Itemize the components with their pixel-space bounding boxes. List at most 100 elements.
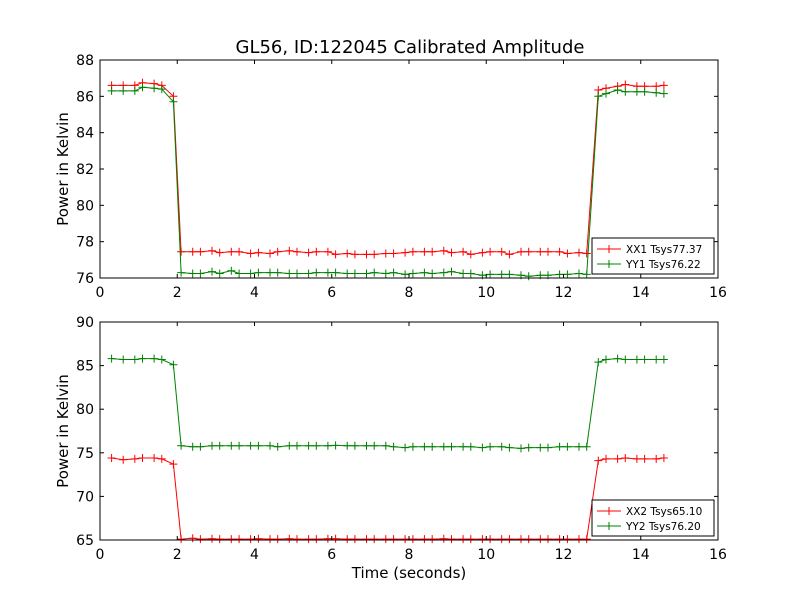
top-data-point	[420, 247, 429, 256]
bottom-x-tick-label: 12	[555, 547, 573, 563]
bottom-data-point	[370, 441, 379, 450]
top-data-point	[227, 266, 236, 275]
top-data-point	[582, 270, 591, 279]
top-data-point	[439, 246, 448, 255]
bottom-data-point	[459, 442, 468, 451]
top-data-point	[312, 247, 321, 256]
top-data-point	[343, 269, 352, 278]
bottom-data-point	[466, 442, 475, 451]
top-data-point	[659, 81, 668, 90]
bottom-data-point	[208, 534, 216, 543]
top-data-point	[304, 248, 313, 257]
top-x-tick-label: 8	[405, 285, 414, 301]
top-x-tick-label: 10	[477, 285, 495, 301]
bottom-data-point	[582, 535, 591, 544]
bottom-data-point	[439, 442, 448, 451]
bottom-data-point	[266, 535, 274, 544]
bottom-data-point	[273, 442, 282, 451]
top-data-point	[466, 250, 475, 259]
bottom-data-point	[138, 454, 147, 462]
top-data-point	[157, 85, 166, 94]
bottom-data-point	[632, 454, 641, 463]
bottom-data-point	[235, 535, 244, 544]
bottom-y-tick-label: 90	[76, 315, 94, 331]
top-data-point	[389, 249, 398, 258]
top-data-point	[177, 247, 186, 256]
bottom-legend: XX2 Tsys65.10 YY2 Tsys76.20	[591, 499, 715, 537]
top-data-point	[536, 247, 545, 256]
top-data-point	[447, 267, 456, 276]
bottom-x-tick-label: 10	[477, 547, 495, 563]
bottom-data-point	[497, 442, 506, 451]
bottom-data-point	[563, 442, 572, 451]
bottom-data-point	[428, 442, 437, 451]
top-data-point	[293, 247, 301, 256]
bottom-data-point	[227, 535, 236, 544]
top-data-point	[227, 247, 236, 256]
top-data-point	[350, 250, 359, 259]
bottom-data-point	[602, 355, 610, 364]
top-data-point	[517, 247, 525, 256]
bottom-data-point	[389, 442, 398, 451]
bottom-data-point	[602, 454, 610, 463]
top-data-point	[632, 87, 641, 96]
top-data-point	[235, 247, 244, 256]
bottom-data-point	[439, 534, 448, 543]
bottom-data-point	[312, 535, 321, 544]
bottom-data-point	[640, 355, 649, 364]
top-data-point	[370, 268, 379, 277]
bottom-data-point	[428, 535, 437, 544]
top-data-point	[196, 247, 205, 256]
top-data-point	[497, 247, 506, 256]
bottom-data-point	[177, 441, 186, 450]
bottom-data-point	[177, 535, 186, 544]
bottom-data-point	[107, 454, 116, 462]
bottom-y-tick-label: 65	[76, 533, 94, 549]
top-x-tick-label: 0	[96, 285, 105, 301]
top-data-point	[408, 269, 417, 278]
top-data-point	[555, 247, 564, 256]
bottom-data-point	[246, 535, 255, 544]
top-data-point	[582, 249, 591, 258]
bottom-data-point	[227, 441, 236, 450]
bottom-series-markers-1	[107, 454, 668, 544]
top-x-tick-label: 6	[327, 285, 336, 301]
top-data-point	[497, 270, 506, 279]
top-data-point	[563, 249, 572, 258]
top-data-point	[215, 248, 224, 257]
top-data-point	[439, 268, 448, 277]
top-data-point	[266, 249, 274, 258]
bottom-data-point	[107, 354, 116, 363]
bottom-x-tick-label: 6	[327, 547, 336, 563]
bottom-legend-label-1: XX2 Tsys65.10	[626, 506, 702, 518]
top-data-point	[575, 269, 583, 278]
top-x-tick-label: 14	[632, 285, 650, 301]
bottom-data-point	[130, 355, 139, 364]
top-x-tick-label: 12	[555, 285, 573, 301]
bottom-data-point	[150, 354, 159, 363]
bottom-data-point	[575, 442, 583, 451]
top-data-point	[273, 247, 282, 256]
top-y-tick-label: 86	[76, 89, 94, 105]
bottom-data-point	[408, 442, 417, 451]
bottom-data-point	[563, 535, 572, 544]
top-data-point	[381, 269, 390, 278]
bottom-data-point	[621, 454, 630, 462]
top-data-point	[428, 269, 437, 278]
top-data-point	[621, 80, 630, 89]
top-data-point	[486, 247, 495, 256]
top-data-point	[505, 270, 514, 279]
top-data-point	[459, 269, 468, 278]
bottom-data-point	[188, 442, 197, 451]
top-legend-label-1: XX1 Tsys77.37	[626, 244, 702, 256]
top-y-tick-label: 88	[76, 53, 94, 69]
bottom-data-point	[401, 443, 410, 452]
bottom-data-point	[478, 535, 487, 544]
top-legend-box	[591, 237, 715, 275]
top-data-point	[505, 250, 514, 259]
bottom-data-point	[536, 443, 545, 452]
bottom-y-tick-label: 75	[76, 446, 94, 462]
bottom-data-point	[401, 535, 410, 544]
bottom-data-point	[555, 442, 564, 451]
bottom-data-point	[208, 441, 216, 450]
